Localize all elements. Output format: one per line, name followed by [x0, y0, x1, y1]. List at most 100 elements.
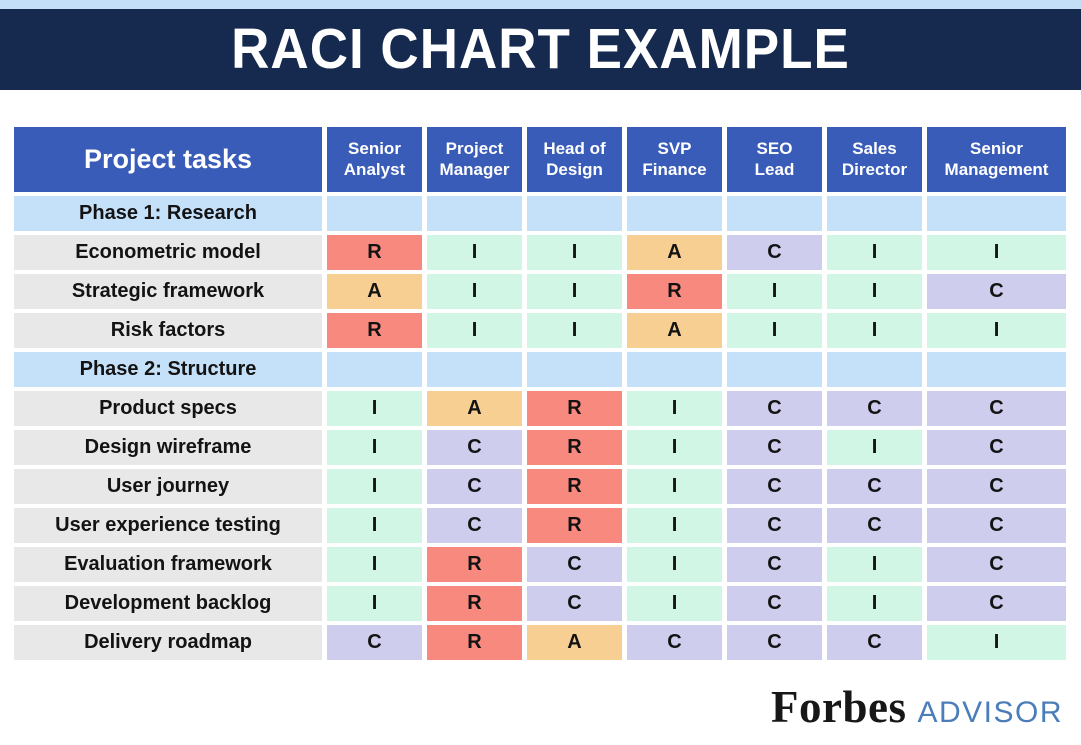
phase-empty-cell-4	[727, 196, 822, 231]
raci-cell-6: C	[927, 586, 1066, 621]
raci-cell-0: I	[327, 508, 422, 543]
raci-cell-1: R	[427, 625, 522, 660]
raci-cell-3: I	[627, 586, 722, 621]
raci-cell-0: I	[327, 430, 422, 465]
raci-cell-3: I	[627, 469, 722, 504]
task-label: Delivery roadmap	[14, 625, 322, 660]
raci-cell-2: R	[527, 391, 622, 426]
raci-cell-1: R	[427, 547, 522, 582]
raci-cell-6: C	[927, 469, 1066, 504]
phase-empty-cell-3	[627, 196, 722, 231]
footer-logo: Forbes ADVISOR	[771, 681, 1063, 733]
phase-empty-cell-5	[827, 352, 922, 387]
raci-cell-0: A	[327, 274, 422, 309]
raci-cell-2: C	[527, 547, 622, 582]
column-header-5: Sales Director	[827, 127, 922, 192]
raci-cell-4: C	[727, 235, 822, 270]
raci-cell-3: I	[627, 508, 722, 543]
raci-cell-6: I	[927, 235, 1066, 270]
raci-cell-6: I	[927, 313, 1066, 348]
phase-empty-cell-0	[327, 196, 422, 231]
raci-cell-3: I	[627, 430, 722, 465]
raci-table-wrap: Project tasks Senior Analyst Project Manag…	[14, 127, 1067, 660]
raci-cell-3: I	[627, 391, 722, 426]
raci-cell-1: A	[427, 391, 522, 426]
raci-cell-4: C	[727, 586, 822, 621]
raci-cell-2: C	[527, 586, 622, 621]
column-header-6: Senior Management	[927, 127, 1066, 192]
raci-cell-0: I	[327, 586, 422, 621]
task-label: User experience testing	[14, 508, 322, 543]
raci-cell-5: I	[827, 235, 922, 270]
phase-empty-cell-6	[927, 352, 1066, 387]
column-header-1: Project Manager	[427, 127, 522, 192]
raci-cell-0: I	[327, 391, 422, 426]
raci-cell-6: C	[927, 274, 1066, 309]
raci-cell-6: C	[927, 391, 1066, 426]
raci-cell-0: I	[327, 469, 422, 504]
raci-cell-5: C	[827, 625, 922, 660]
raci-cell-3: C	[627, 625, 722, 660]
column-header-0: Senior Analyst	[327, 127, 422, 192]
raci-cell-5: I	[827, 586, 922, 621]
raci-cell-1: I	[427, 235, 522, 270]
phase-empty-cell-3	[627, 352, 722, 387]
project-tasks-header: Project tasks	[14, 127, 322, 192]
phase-empty-cell-2	[527, 352, 622, 387]
raci-cell-4: C	[727, 430, 822, 465]
phase-empty-cell-1	[427, 352, 522, 387]
raci-cell-4: C	[727, 391, 822, 426]
raci-cell-5: I	[827, 274, 922, 309]
raci-cell-2: R	[527, 430, 622, 465]
raci-cell-1: C	[427, 469, 522, 504]
raci-cell-1: C	[427, 508, 522, 543]
banner: RACI CHART EXAMPLE	[0, 9, 1081, 90]
raci-cell-4: I	[727, 274, 822, 309]
task-label: Econometric model	[14, 235, 322, 270]
raci-cell-4: C	[727, 625, 822, 660]
raci-cell-2: I	[527, 274, 622, 309]
raci-cell-5: I	[827, 430, 922, 465]
raci-cell-2: A	[527, 625, 622, 660]
page-title: RACI CHART EXAMPLE	[231, 18, 850, 81]
raci-cell-3: A	[627, 313, 722, 348]
raci-cell-2: I	[527, 235, 622, 270]
forbes-wordmark: Forbes	[770, 682, 907, 732]
raci-cell-0: C	[327, 625, 422, 660]
phase-empty-cell-6	[927, 196, 1066, 231]
phase-empty-cell-5	[827, 196, 922, 231]
raci-cell-5: I	[827, 313, 922, 348]
phase-empty-cell-4	[727, 352, 822, 387]
task-label: Evaluation framework	[14, 547, 322, 582]
phase-row-label: Phase 2: Structure	[14, 352, 322, 387]
raci-cell-6: C	[927, 430, 1066, 465]
raci-cell-1: I	[427, 313, 522, 348]
raci-table: Project tasks Senior Analyst Project Manag…	[14, 127, 1067, 660]
task-label: Design wireframe	[14, 430, 322, 465]
task-label: Risk factors	[14, 313, 322, 348]
raci-cell-5: C	[827, 508, 922, 543]
raci-cell-4: C	[727, 469, 822, 504]
raci-cell-1: C	[427, 430, 522, 465]
task-label: Development backlog	[14, 586, 322, 621]
phase-empty-cell-1	[427, 196, 522, 231]
phase-empty-cell-2	[527, 196, 622, 231]
raci-cell-5: C	[827, 469, 922, 504]
raci-cell-6: C	[927, 547, 1066, 582]
raci-cell-2: I	[527, 313, 622, 348]
raci-cell-2: R	[527, 469, 622, 504]
task-label: Product specs	[14, 391, 322, 426]
raci-cell-0: R	[327, 313, 422, 348]
phase-row-label: Phase 1: Research	[14, 196, 322, 231]
task-label: Strategic framework	[14, 274, 322, 309]
raci-cell-5: I	[827, 547, 922, 582]
top-strip	[0, 0, 1081, 9]
phase-empty-cell-0	[327, 352, 422, 387]
advisor-wordmark: ADVISOR	[917, 696, 1063, 729]
raci-cell-0: R	[327, 235, 422, 270]
raci-cell-4: C	[727, 508, 822, 543]
raci-cell-3: I	[627, 547, 722, 582]
raci-cell-4: I	[727, 313, 822, 348]
raci-cell-0: I	[327, 547, 422, 582]
raci-cell-6: I	[927, 625, 1066, 660]
